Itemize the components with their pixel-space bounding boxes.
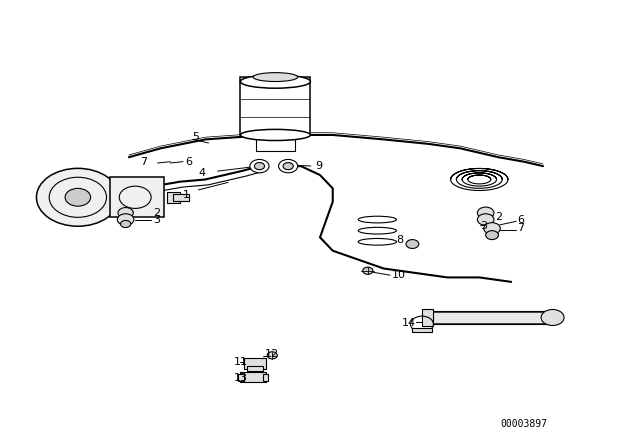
Circle shape [267, 352, 277, 359]
Text: 9: 9 [315, 161, 322, 171]
Ellipse shape [241, 75, 310, 88]
Text: 00003897: 00003897 [500, 419, 547, 429]
Text: 11: 11 [234, 357, 248, 367]
Bar [412, 328, 431, 332]
Text: 10: 10 [392, 270, 406, 280]
Circle shape [406, 240, 419, 249]
Text: 3: 3 [481, 221, 488, 231]
Circle shape [283, 163, 293, 170]
Text: 2: 2 [495, 212, 502, 222]
Text: 3: 3 [153, 215, 160, 224]
Bar [167, 192, 180, 202]
Circle shape [117, 214, 134, 225]
Bar [422, 310, 433, 326]
Text: 2: 2 [153, 208, 160, 218]
Circle shape [278, 159, 298, 173]
Text: 6: 6 [185, 157, 192, 167]
Circle shape [250, 159, 269, 173]
Bar [109, 177, 164, 217]
Text: 12: 12 [264, 349, 278, 359]
Text: 13: 13 [234, 373, 248, 383]
Bar [173, 194, 189, 201]
Text: 4: 4 [199, 168, 206, 178]
Circle shape [484, 223, 500, 234]
Circle shape [363, 267, 373, 274]
Circle shape [120, 220, 131, 228]
Bar [239, 374, 244, 381]
Circle shape [118, 207, 133, 218]
Text: 1: 1 [183, 190, 190, 200]
Text: 7: 7 [518, 224, 525, 233]
Ellipse shape [241, 129, 310, 141]
Text: 14: 14 [401, 318, 416, 328]
Bar [244, 358, 266, 369]
Bar [428, 311, 549, 324]
Text: 6: 6 [518, 215, 525, 224]
Circle shape [486, 231, 499, 240]
Bar [256, 135, 294, 151]
Text: 5: 5 [193, 132, 200, 142]
Circle shape [36, 168, 119, 226]
Circle shape [254, 163, 264, 170]
Circle shape [65, 188, 91, 206]
Bar [246, 366, 262, 371]
Circle shape [477, 214, 494, 225]
Bar [241, 77, 310, 135]
Text: 8: 8 [396, 235, 404, 245]
Bar [241, 372, 266, 382]
Bar [262, 374, 268, 381]
Circle shape [541, 310, 564, 326]
Text: 7: 7 [140, 157, 147, 167]
Ellipse shape [253, 73, 298, 82]
Circle shape [477, 207, 494, 219]
